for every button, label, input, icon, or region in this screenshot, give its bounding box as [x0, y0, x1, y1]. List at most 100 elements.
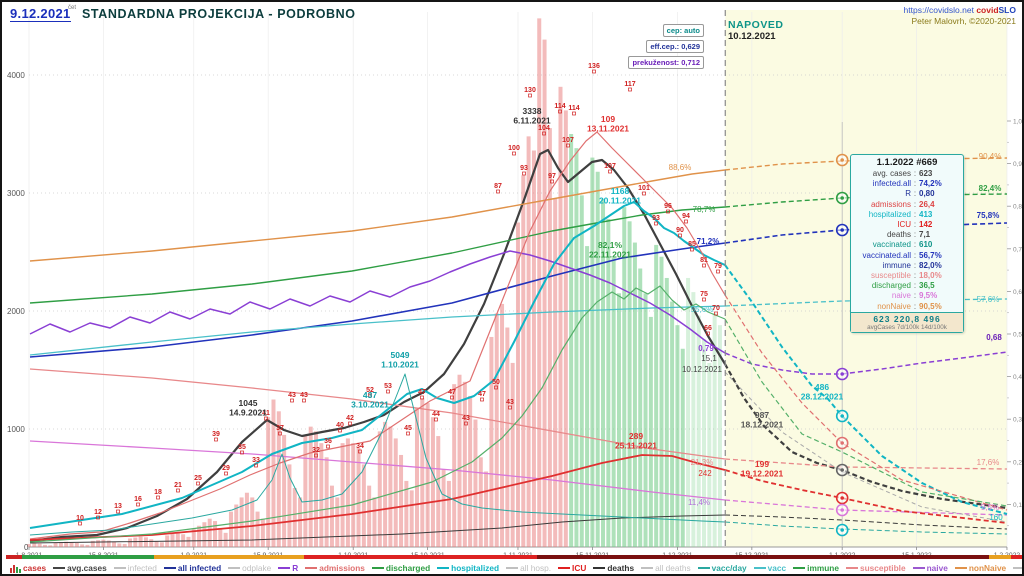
param-cep[interactable]: cep: auto [662, 24, 704, 37]
legend-item-label: nonNaive [968, 563, 1007, 573]
svg-text:242: 242 [698, 469, 712, 478]
phase-segment [989, 555, 1011, 559]
svg-text:82,1%22.11.2021: 82,1% 22.11.2021 [589, 240, 631, 260]
svg-text:93: 93 [520, 165, 528, 172]
legend-item-discharged[interactable]: discharged [371, 563, 430, 573]
svg-text:34: 34 [356, 443, 364, 450]
svg-text:18: 18 [154, 489, 162, 496]
param-prekuzenost[interactable]: prekuženost: 0,712 [628, 56, 704, 69]
infobox-row-colon: : [913, 271, 917, 281]
svg-text:42: 42 [346, 415, 354, 422]
infobox-row-label: vaccinated.all [862, 250, 911, 260]
legend-item-cases[interactable]: cases [10, 563, 46, 573]
legend-line-icon [641, 567, 654, 569]
svg-text:130: 130 [524, 87, 536, 94]
legend-item-vacc-day[interactable]: vacc/day [697, 563, 747, 573]
infobox-row-label: deaths [886, 230, 911, 240]
infobox-row-label: ICU [897, 220, 911, 230]
legend-item-icu[interactable]: ICU [558, 563, 586, 573]
legend-line-icon [912, 567, 925, 569]
legend-item-naive[interactable]: naive [912, 563, 948, 573]
svg-text:0,9: 0,9 [1013, 161, 1022, 168]
legend-item-infected[interactable]: infected [113, 563, 157, 573]
infobox-row-value: 26,4 [919, 199, 935, 209]
svg-text:117: 117 [624, 81, 635, 88]
legend-item-deaths[interactable]: deaths [593, 563, 634, 573]
legend-item-avg-cases[interactable]: avg.cases [53, 563, 107, 573]
legend-item-immune[interactable]: immune [793, 563, 839, 573]
svg-text:0,3: 0,3 [1013, 417, 1022, 424]
svg-text:136: 136 [588, 63, 600, 70]
series-deaths [29, 514, 1008, 544]
series-icu [29, 454, 1008, 541]
infobox-row-colon: : [913, 209, 917, 219]
svg-text:1000: 1000 [7, 425, 25, 434]
svg-text:75: 75 [700, 291, 708, 298]
infobox-row-value: 623 [919, 169, 933, 178]
svg-text:2000: 2000 [7, 307, 25, 316]
svg-text:107: 107 [562, 137, 574, 144]
svg-text:43: 43 [300, 392, 308, 399]
report-weekday: čet [68, 5, 77, 11]
infobox-row-label: discharged [871, 281, 911, 291]
legend-item-r[interactable]: R [278, 563, 298, 573]
svg-text:35: 35 [238, 444, 246, 451]
legend-item-admissions[interactable]: admissions [305, 563, 365, 573]
svg-text:0,2: 0,2 [1013, 459, 1022, 466]
infobox-row-value: 74,2% [919, 179, 942, 189]
series-naive [29, 440, 1008, 516]
legend-item-vacc[interactable]: vacc [753, 563, 786, 573]
site-link[interactable]: https://covidslo.net [903, 5, 974, 15]
legend-item-nonnaive[interactable]: nonNaive [954, 563, 1007, 573]
infobox-row-value: 413 [919, 209, 933, 219]
svg-text:90,4%: 90,4% [979, 152, 1002, 161]
svg-text:17,6%: 17,6% [977, 458, 1000, 467]
infobox-row-colon: : [913, 260, 917, 270]
svg-text:104: 104 [538, 125, 550, 132]
infobox-row-colon: : [913, 169, 917, 178]
phase-segment [6, 555, 22, 559]
svg-text:53: 53 [384, 383, 392, 390]
infobox-row-vaccinated-all: vaccinated.all:56,7% [851, 251, 963, 261]
infobox-row-label: nonNaive [877, 301, 911, 311]
svg-text:50: 50 [492, 379, 500, 386]
svg-text:25: 25 [194, 475, 202, 482]
svg-text:41: 41 [262, 410, 270, 417]
legend-item-label: all hosp. [520, 563, 552, 573]
svg-text:0,4: 0,4 [1013, 374, 1022, 381]
infobox-row-value: 90,5% [919, 301, 942, 311]
legend-item-all-deaths[interactable]: all deaths [641, 563, 691, 573]
param-eff-cep[interactable]: eff.cep.: 0,629 [646, 40, 704, 53]
infobox-row-value: 56,7% [919, 250, 942, 260]
svg-text:100: 100 [508, 145, 520, 152]
cases-bars-icon [10, 564, 21, 573]
legend-item-all-infected[interactable]: all infected [163, 563, 221, 573]
legend-line-icon [371, 567, 384, 569]
svg-text:29: 29 [222, 465, 230, 472]
credits: https://covidslo.net covidSLO Peter Malo… [904, 5, 1016, 27]
infobox-footer: 623 220,8 496 avgCases 7d/100k 14d/100k [851, 311, 963, 332]
phase-segment [304, 555, 537, 559]
legend-item-hospitalized[interactable]: hospitalized [437, 563, 499, 573]
infobox-row-hospitalized: hospitalized:413 [851, 210, 963, 220]
legend-item-label: ICU [572, 563, 587, 573]
brand-slo: SLO [998, 5, 1016, 15]
legend-item-icu-in[interactable]: ICU in [1013, 563, 1022, 573]
svg-text:40: 40 [336, 422, 344, 429]
legend-item-all-hosp-[interactable]: all hosp. [506, 563, 551, 573]
infobox-row-value: 0,80 [919, 189, 935, 199]
legend-item-susceptible[interactable]: susceptible [845, 563, 906, 573]
svg-text:43: 43 [462, 415, 470, 422]
svg-text:0: 0 [24, 543, 29, 552]
svg-text:52: 52 [366, 387, 374, 394]
svg-text:75,8%: 75,8% [977, 211, 1000, 220]
infobox-row-colon: : [913, 240, 917, 250]
infobox-row-label: hospitalized [868, 209, 911, 219]
infobox-row-label: immune [882, 260, 911, 270]
svg-text:4000: 4000 [7, 71, 25, 80]
svg-text:0,68: 0,68 [986, 333, 1002, 342]
legend-item-odplake[interactable]: odplake [228, 563, 271, 573]
